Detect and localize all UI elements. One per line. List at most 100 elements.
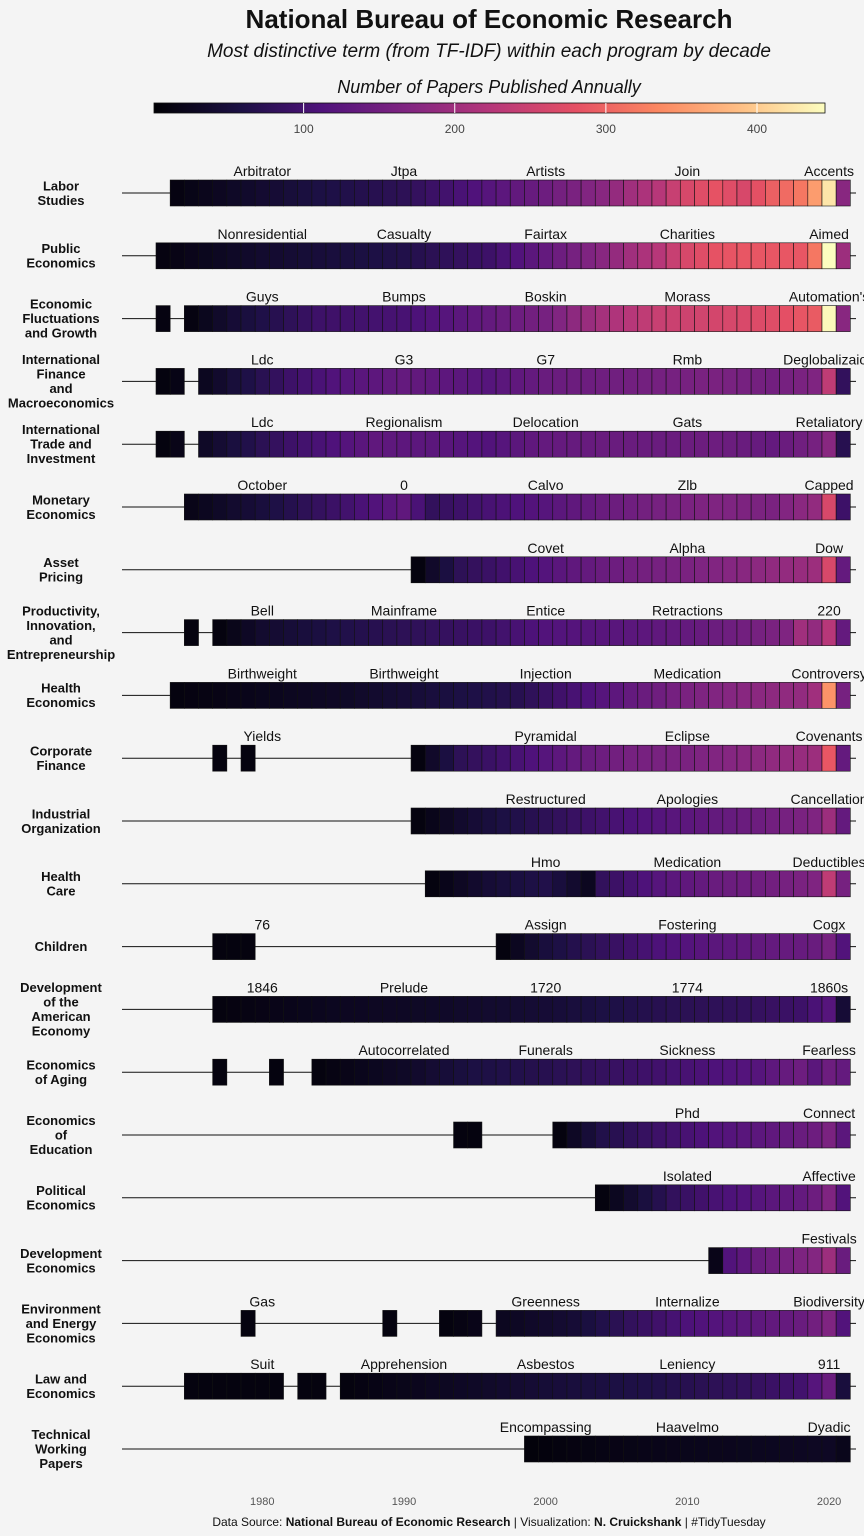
heat-tile [665, 1310, 681, 1337]
heat-tile [283, 430, 298, 458]
decade-term-label: 76 [254, 917, 270, 933]
heat-tile [453, 179, 469, 207]
heat-tile [765, 1058, 780, 1086]
heat-tile [524, 807, 539, 835]
heat-tile [439, 305, 454, 332]
heat-tile [311, 493, 327, 521]
decade-term-label: Dow [815, 540, 844, 556]
heat-tile [580, 807, 596, 835]
decade-term-label: Isolated [663, 1168, 712, 1184]
heat-tile [226, 619, 242, 646]
heat-tile [722, 556, 738, 584]
decade-term-label: Cogx [813, 917, 846, 933]
heat-tile [722, 368, 738, 395]
heat-tile [623, 1372, 639, 1400]
heat-tile [467, 1121, 483, 1149]
heat-tile [623, 556, 639, 584]
row-label: and [49, 381, 72, 396]
heat-tile [651, 368, 667, 395]
heat-tile [736, 1435, 752, 1463]
heat-tile [382, 996, 398, 1023]
heat-tile [779, 1435, 794, 1463]
heat-tile [750, 1184, 766, 1212]
heat-tile [410, 556, 426, 584]
heat-tile [779, 493, 794, 521]
heat-tile [509, 807, 525, 835]
heat-tile [354, 996, 369, 1023]
heat-tile [835, 619, 851, 646]
heat-tile [679, 1310, 695, 1337]
decade-term-label: Phd [675, 1105, 700, 1121]
heat-tile [368, 619, 384, 646]
heat-tile [467, 1372, 483, 1400]
heat-tile [793, 933, 809, 960]
decade-term-label: Fostering [658, 917, 716, 933]
heat-tile [835, 807, 851, 835]
heat-tile [240, 1372, 256, 1400]
heat-tile [807, 807, 823, 835]
heat-tile [509, 368, 525, 395]
heat-tile [424, 1372, 440, 1400]
row-label: Political [36, 1183, 86, 1198]
heat-tile [354, 242, 369, 270]
heat-tile [807, 493, 823, 521]
row-label: Organization [21, 821, 101, 836]
decade-term-label: 1846 [247, 979, 278, 995]
heat-tile [424, 368, 440, 395]
heat-tile [651, 1372, 667, 1400]
heat-tile [779, 242, 794, 270]
heat-tile [821, 870, 837, 898]
decade-term-label: Retaliatory [796, 414, 863, 430]
heat-tile [708, 807, 724, 835]
heat-tile [651, 744, 667, 772]
heat-tile [240, 305, 256, 332]
decade-term-label: Asbestos [517, 1356, 575, 1372]
heat-tile [694, 368, 709, 395]
heat-tile [453, 430, 469, 458]
heat-tile [708, 1435, 724, 1463]
heat-tile [495, 242, 511, 270]
heat-tile [765, 368, 780, 395]
decade-term-label: Automation's [789, 289, 864, 305]
heat-tile [609, 619, 624, 646]
heat-tile [835, 368, 851, 395]
heat-tile [750, 1247, 766, 1274]
heat-tile [679, 996, 695, 1023]
heat-tile [481, 996, 497, 1023]
heat-tile [297, 619, 313, 646]
heat-tile [169, 682, 185, 709]
heat-tile [821, 1184, 837, 1212]
decade-term-label: Ldc [251, 351, 274, 367]
heat-tile [580, 430, 596, 458]
heat-tile [779, 1310, 794, 1337]
heat-tile [212, 1058, 228, 1086]
heat-tile [297, 179, 313, 207]
decade-term-label: Capped [805, 477, 854, 493]
heat-tile [169, 179, 185, 207]
decade-term-label: Calvo [528, 477, 564, 493]
heat-tile [424, 242, 440, 270]
heat-tile [254, 179, 270, 207]
heat-tile [679, 1121, 695, 1149]
heat-tile [467, 1058, 483, 1086]
heat-tile [807, 242, 823, 270]
heat-tile [609, 1058, 624, 1086]
heat-tile [679, 807, 695, 835]
heat-tile [552, 1435, 568, 1463]
heat-tile [339, 682, 355, 709]
heat-tile [750, 1372, 766, 1400]
heat-tile [424, 493, 440, 521]
heat-tile [793, 305, 809, 332]
heat-tile [495, 933, 511, 960]
heat-tile [339, 1058, 355, 1086]
heat-tile [807, 179, 823, 207]
decade-term-label: Bumps [382, 289, 426, 305]
heat-tile [651, 179, 667, 207]
heat-tile [637, 556, 653, 584]
heat-tile [637, 619, 653, 646]
heat-tile [354, 493, 369, 521]
